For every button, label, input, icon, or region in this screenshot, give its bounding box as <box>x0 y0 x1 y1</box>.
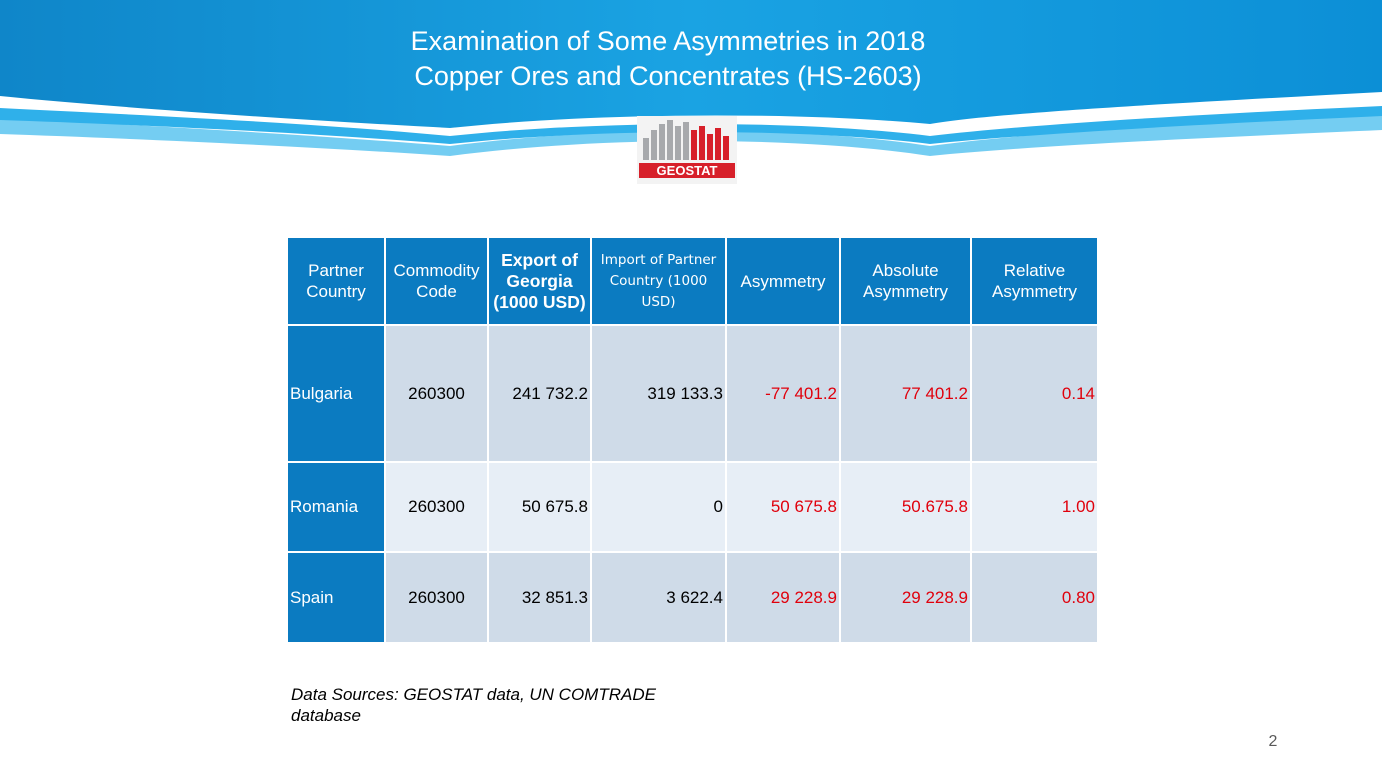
asymmetry-table: Partner Country Commodity Code Export of… <box>286 236 1099 644</box>
title-line-2: Copper Ores and Concentrates (HS-2603) <box>414 61 922 91</box>
absolute-cell: 50.675.8 <box>839 461 972 553</box>
import-cell: 319 133.3 <box>590 324 727 463</box>
header-commodity-code: Commodity Code <box>384 236 489 326</box>
absolute-cell: 77 401.2 <box>839 324 972 463</box>
asymmetry-cell: -77 401.2 <box>725 324 841 463</box>
relative-cell: 1.00 <box>970 461 1099 553</box>
export-cell: 50 675.8 <box>487 461 592 553</box>
title-line-1: Examination of Some Asymmetries in 2018 <box>410 26 926 56</box>
code-cell: 260300 <box>384 551 489 644</box>
slide-title: Examination of Some Asymmetries in 2018 … <box>0 24 1336 94</box>
asymmetry-cell: 50 675.8 <box>725 461 841 553</box>
page-number: 2 <box>1268 733 1278 750</box>
header-relative-asymmetry: Relative Asymmetry <box>970 236 1099 326</box>
absolute-cell: 29 228.9 <box>839 551 972 644</box>
header-export-georgia: Export of Georgia (1000 USD) <box>487 236 592 326</box>
header-absolute-asymmetry: Absolute Asymmetry <box>839 236 972 326</box>
country-cell: Romania <box>286 461 386 553</box>
table-row: Spain 260300 32 851.3 3 622.4 29 228.9 2… <box>286 551 1099 644</box>
export-cell: 32 851.3 <box>487 551 592 644</box>
code-cell: 260300 <box>384 461 489 553</box>
logo-text: GEOSTAT <box>657 163 718 178</box>
header-partner-country: Partner Country <box>286 236 386 326</box>
export-cell: 241 732.2 <box>487 324 592 463</box>
import-cell: 0 <box>590 461 727 553</box>
header-asymmetry: Asymmetry <box>725 236 841 326</box>
country-cell: Bulgaria <box>286 324 386 463</box>
data-sources-note: Data Sources: GEOSTAT data, UN COMTRADE … <box>291 685 656 725</box>
table-row: Romania 260300 50 675.8 0 50 675.8 50.67… <box>286 461 1099 553</box>
relative-cell: 0.80 <box>970 551 1099 644</box>
header-import-partner: Import of Partner Country (1000 USD) <box>590 236 727 326</box>
table-header-row: Partner Country Commodity Code Export of… <box>286 236 1099 326</box>
relative-cell: 0.14 <box>970 324 1099 463</box>
geostat-logo: GEOSTAT <box>637 116 737 184</box>
table-row: Bulgaria 260300 241 732.2 319 133.3 -77 … <box>286 324 1099 463</box>
asymmetry-cell: 29 228.9 <box>725 551 841 644</box>
code-cell: 260300 <box>384 324 489 463</box>
import-cell: 3 622.4 <box>590 551 727 644</box>
country-cell: Spain <box>286 551 386 644</box>
